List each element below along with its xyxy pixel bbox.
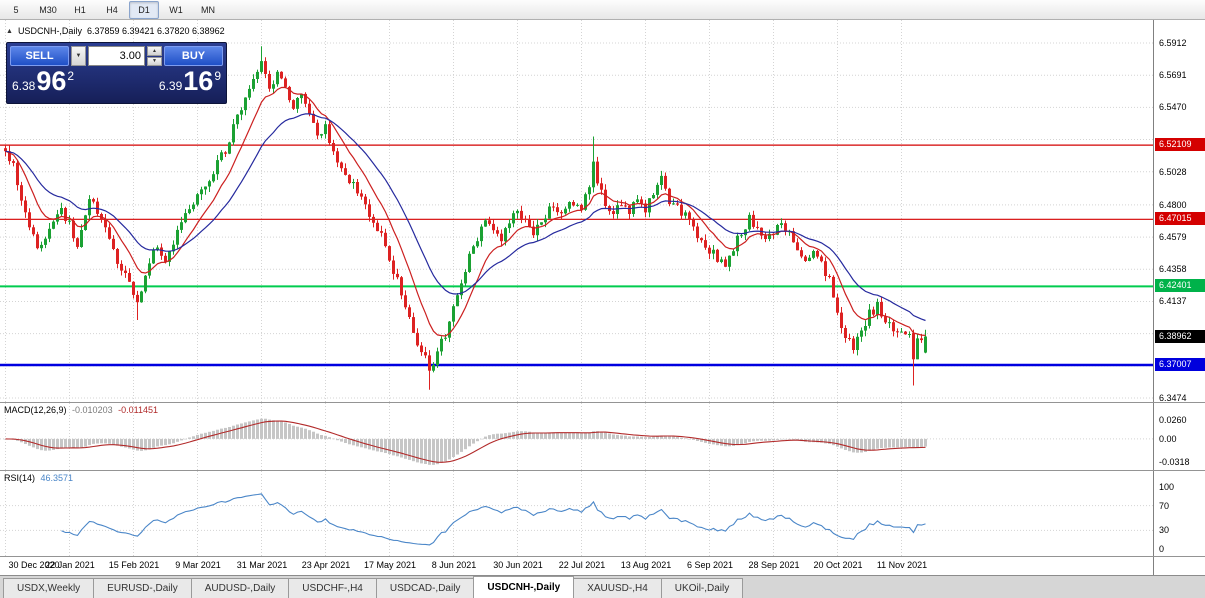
macd-main-value: -0.010203 [72,405,113,415]
macd-indicator-canvas[interactable] [0,403,1153,470]
price-axis-label: 6.4800 [1159,200,1187,210]
macd-axis-label: 0.00 [1159,434,1177,444]
rsi-axis-label: 30 [1159,525,1170,535]
price-tag-6-52109: 6.52109 [1155,138,1205,151]
bid-price-prefix: 6.38 [12,79,36,93]
one-click-collapse-button[interactable]: ▲ [6,27,13,35]
macd-signal-value: -0.011451 [118,405,158,415]
price-axis[interactable]: 6.5912 6.5691 6.5470 6.5028 6.4800 6.4579 6.43… [1153,20,1205,575]
macd-axis-label: 0.0260 [1159,415,1187,425]
date-label: 15 Feb 2021 [108,560,160,570]
period-button-h1[interactable]: H1 [74,4,86,15]
date-label: 6 Sep 2021 [686,560,734,570]
chart-ohlc-values: 6.37859 6.39421 6.37820 6.38962 [86,26,225,36]
date-label: 30 Jun 2021 [493,560,543,570]
period-button-m30[interactable]: M30 [39,4,57,15]
ask-price-display: 6.39 16 9 [159,67,221,96]
period-button-mn[interactable]: MN [201,4,215,15]
date-label: 22 Jul 2021 [558,560,606,570]
price-tag-6-47015: 6.47015 [1155,212,1205,225]
chart-tab-eurusd-daily[interactable]: EURUSD-,Daily [93,578,192,598]
pane-separator[interactable] [0,470,1205,471]
date-label: 31 Mar 2021 [236,560,288,570]
one-click-trading-panel: SELL ▼ ▲ ▼ BUY 6.38 96 2 6.39 16 9 [6,42,227,104]
chart-symbol-period: USDCNH-,Daily [17,26,82,36]
trade-controls-row: SELL ▼ ▲ ▼ BUY [10,46,223,66]
chart-tab-usdcnh-daily[interactable]: USDCNH-,Daily [473,576,575,598]
sell-button[interactable]: SELL [10,46,69,66]
price-axis-label: 6.5470 [1159,102,1187,112]
chart-tab-usdx-weekly[interactable]: USDX,Weekly [3,578,95,598]
period-button-h4[interactable]: H4 [106,4,118,15]
price-axis-label: 6.5691 [1159,70,1187,80]
chart-tab-ukoil-daily[interactable]: UKOil-,Daily [660,578,744,598]
volume-input[interactable] [88,46,145,66]
price-tag-6-37007: 6.37007 [1155,358,1205,371]
macd-name: MACD(12,26,9) [4,405,67,415]
timeframe-toolbar: 5 M30 H1 H4 D1 W1 MN [0,0,1205,20]
chart-window-title: ▲ USDCNH-,Daily 6.37859 6.39421 6.37820 … [6,26,225,36]
rsi-axis-label: 0 [1159,544,1165,554]
rsi-value: 46.3571 [40,473,74,483]
price-tag-6-38962: 6.38962 [1155,330,1205,343]
price-axis-label: 6.3474 [1159,393,1187,403]
price-tag-6-42401: 6.42401 [1155,279,1205,292]
volume-decrease-button[interactable]: ▼ [147,56,162,66]
date-label: 23 Apr 2021 [301,560,351,570]
period-button-d1[interactable]: D1 [129,0,159,19]
date-label: 22 Jan 2021 [45,560,95,570]
price-axis-label: 6.5912 [1159,38,1187,48]
chart-tab-usdchf-h4[interactable]: USDCHF-,H4 [288,578,377,598]
period-button-w1[interactable]: W1 [169,4,183,15]
bid-price-big: 96 [36,66,67,96]
ask-price-big: 16 [183,66,214,96]
buy-button[interactable]: BUY [164,46,223,66]
ask-price-prefix: 6.39 [158,79,183,93]
volume-dropdown-button[interactable]: ▼ [71,46,86,66]
rsi-name: RSI(14) [4,473,36,483]
date-label: 11 Nov 2021 [876,560,928,570]
date-label: 9 Mar 2021 [175,560,221,570]
time-axis[interactable]: 30 Dec 2020 22 Jan 2021 15 Feb 2021 9 Mar 2… [0,557,1153,575]
date-label: 20 Oct 2021 [813,560,863,570]
price-axis-label: 6.5028 [1159,167,1187,177]
rsi-indicator-canvas[interactable] [0,471,1153,556]
chart-tab-usdcad-daily[interactable]: USDCAD-,Daily [375,578,475,598]
bid-price-sup: 2 [67,69,75,83]
rsi-axis-label: 100 [1159,482,1175,492]
pane-separator[interactable] [0,402,1205,403]
date-label: 30 Dec 2020 [8,560,60,570]
chart-tabs-bar: USDX,Weekly EURUSD-,Daily AUDUSD-,Daily USD… [0,575,1205,598]
price-axis-label: 6.4358 [1159,264,1187,274]
ask-price-sup: 9 [214,69,221,83]
date-label: 28 Sep 2021 [748,560,800,570]
rsi-axis-label: 70 [1159,501,1170,511]
bid-price-display: 6.38 96 2 [12,67,74,96]
quote-row: 6.38 96 2 6.39 16 9 [10,67,223,96]
date-label: 13 Aug 2021 [620,560,672,570]
rsi-indicator-title: RSI(14) 46.3571 [4,473,73,483]
chart-tab-xauusd-h4[interactable]: XAUUSD-,H4 [573,578,662,598]
macd-indicator-title: MACD(12,26,9) -0.010203 -0.011451 [4,405,158,415]
price-axis-label: 6.4579 [1159,232,1187,242]
pane-separator[interactable] [0,556,1205,557]
price-axis-label: 6.4137 [1159,296,1187,306]
date-label: 17 May 2021 [363,560,417,570]
date-label: 8 Jun 2021 [431,560,477,570]
period-button-5[interactable]: 5 [13,4,19,15]
macd-axis-label: -0.0318 [1159,457,1190,467]
volume-increase-button[interactable]: ▲ [147,46,162,56]
chart-tab-audusd-daily[interactable]: AUDUSD-,Daily [190,578,290,598]
volume-stepper: ▲ ▼ [147,46,162,66]
